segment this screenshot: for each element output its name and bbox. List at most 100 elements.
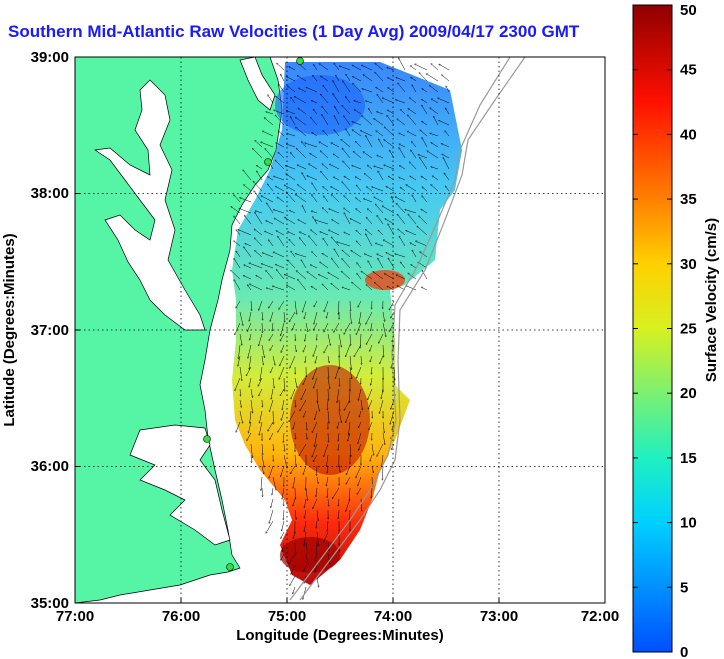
velocity-vector: [285, 217, 296, 225]
velocity-vector: [377, 95, 384, 104]
velocity-vector: [371, 465, 373, 473]
velocity-vector: [275, 115, 285, 126]
velocity-vector: [289, 553, 296, 564]
velocity-vector: [324, 196, 329, 203]
velocity-vector: [361, 131, 373, 137]
velocity-vector: [356, 209, 362, 214]
velocity-vector: [269, 300, 274, 308]
velocity-vector: [327, 465, 328, 473]
velocity-vector: [382, 454, 384, 467]
velocity-vector: [367, 187, 373, 192]
velocity-vector: [249, 377, 252, 387]
velocity-vector: [269, 399, 274, 412]
velocity-vector: [358, 421, 362, 428]
velocity-vector: [278, 152, 285, 159]
velocity-vector: [334, 177, 340, 181]
velocity-vector: [305, 143, 318, 148]
velocity-vector: [297, 76, 307, 82]
colorbar-tick-label: 5: [680, 579, 688, 596]
velocity-vector: [391, 443, 395, 449]
velocity-vector: [322, 284, 329, 291]
velocity-vector: [348, 432, 351, 441]
velocity-vector: [276, 143, 285, 148]
velocity-vector: [327, 377, 330, 389]
colorbar: [632, 4, 673, 653]
velocity-vector: [328, 498, 329, 506]
velocity-vector: [364, 254, 373, 258]
velocity-vector: [346, 498, 351, 512]
velocity-vector: [287, 86, 296, 93]
velocity-hotspot: [280, 537, 340, 573]
velocity-vector: [326, 476, 329, 486]
velocity-vector: [331, 195, 340, 203]
velocity-vector: [284, 311, 285, 322]
velocity-vector: [442, 75, 450, 82]
velocity-vector: [270, 432, 274, 440]
velocity-vector: [313, 322, 318, 330]
velocity-vector: [295, 254, 307, 258]
velocity-vector: [316, 476, 318, 483]
velocity-vector: [384, 140, 395, 148]
velocity-vector: [379, 399, 384, 413]
velocity-vector: [276, 231, 285, 236]
velocity-vector: [312, 421, 318, 433]
velocity-vector: [315, 410, 318, 420]
velocity-vector: [327, 410, 329, 423]
velocity-vector: [312, 195, 318, 203]
velocity-vector: [284, 275, 296, 280]
velocity-vector: [410, 176, 417, 181]
colorbar-label: Surface Velocity (cm/s): [703, 218, 720, 382]
velocity-vector: [357, 263, 362, 269]
velocity-vector: [422, 187, 428, 192]
radar-station: [203, 435, 211, 443]
velocity-hotspot: [290, 365, 370, 475]
velocity-vector: [422, 196, 428, 203]
velocity-vector: [313, 64, 318, 71]
velocity-vector: [280, 355, 285, 366]
velocity-vector: [330, 164, 340, 170]
velocity-vector: [231, 270, 241, 280]
velocity-vector: [265, 149, 274, 159]
velocity-vector: [344, 213, 351, 225]
radar-station: [226, 563, 234, 571]
velocity-vector: [277, 197, 285, 203]
velocity-vector: [282, 520, 285, 531]
velocity-vector: [421, 209, 428, 214]
velocity-vector: [235, 377, 241, 391]
velocity-vector: [338, 509, 339, 519]
velocity-vector: [289, 240, 296, 247]
velocity-vector: [306, 87, 318, 93]
velocity-vector: [313, 109, 318, 115]
velocity-vector: [286, 144, 296, 148]
velocity-vector: [328, 388, 329, 400]
colorbar-tick-label: 30: [680, 256, 697, 273]
velocity-vector: [304, 498, 307, 508]
velocity-vector: [266, 288, 274, 291]
velocity-vector: [274, 176, 285, 181]
velocity-vector: [329, 230, 340, 236]
velocity-vector: [284, 185, 296, 192]
velocity-vector: [352, 282, 362, 291]
velocity-vector: [411, 66, 417, 71]
velocity-vector: [398, 229, 406, 236]
velocity-vector: [269, 509, 274, 523]
velocity-vector: [315, 553, 318, 561]
velocity-vector: [256, 275, 263, 280]
velocity-vector: [362, 65, 373, 71]
velocity-vector: [397, 119, 406, 126]
velocity-vector: [416, 241, 428, 247]
velocity-vector: [316, 531, 318, 546]
velocity-vector: [250, 399, 253, 413]
velocity-vector: [315, 220, 329, 225]
velocity-vector: [383, 344, 384, 357]
velocity-vector: [375, 282, 384, 291]
velocity-vector: [272, 286, 285, 291]
velocity-field: [232, 62, 462, 585]
velocity-vector: [291, 564, 296, 574]
velocity-vector: [305, 542, 308, 553]
velocity-vector: [412, 85, 417, 93]
velocity-vector: [255, 212, 263, 225]
velocity-vector: [236, 251, 241, 258]
x-tick-label: 77:00: [56, 608, 94, 625]
velocity-vector: [419, 73, 428, 82]
